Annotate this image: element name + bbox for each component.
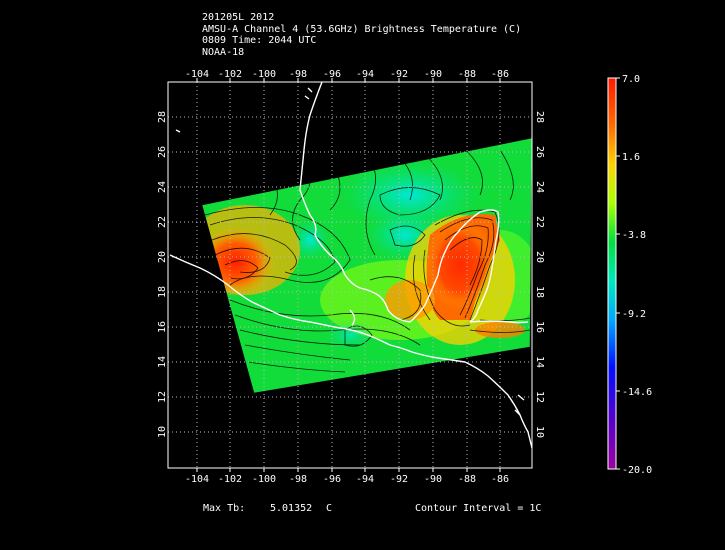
satellite-label: NOAA-18 — [202, 46, 245, 58]
lat-tick: 10 — [534, 426, 545, 438]
colorbar-label: -3.8 — [622, 230, 646, 241]
lon-tick: -100 — [252, 474, 276, 485]
lat-tick: 20 — [534, 251, 545, 263]
colorbar-label: -14.6 — [622, 387, 652, 398]
lat-tick: 16 — [534, 321, 545, 333]
lon-tick: -98 — [289, 69, 307, 80]
title-block: 201205L 2012 AMSU-A Channel 4 (53.6GHz) B… — [202, 12, 521, 58]
lat-tick: 28 — [157, 111, 168, 123]
colorbar-label: -9.2 — [622, 309, 646, 320]
lat-tick: 24 — [534, 181, 545, 193]
lat-tick: 14 — [534, 356, 545, 368]
lon-labels-bottom: -104 -102 -100 -98 -96 -94 -92 -90 -88 -… — [185, 474, 509, 485]
colorbar-label: 7.0 — [622, 74, 640, 85]
lat-tick: 22 — [157, 216, 168, 228]
lon-tick: -94 — [356, 474, 374, 485]
contour-interval: Contour Interval = 1C — [415, 503, 542, 514]
lon-tick: -90 — [424, 474, 442, 485]
brightness-swath — [202, 138, 532, 393]
lon-tick: -92 — [390, 69, 408, 80]
lat-tick: 20 — [157, 251, 168, 263]
lat-tick: 10 — [157, 426, 168, 438]
colorbar-label: 1.6 — [622, 152, 640, 163]
lon-tick: -94 — [356, 69, 374, 80]
lon-tick: -104 — [185, 474, 209, 485]
product-title: AMSU-A Channel 4 (53.6GHz) Brightness Te… — [202, 23, 522, 35]
lon-tick: -98 — [289, 474, 307, 485]
max-tb-value: 5.01352 — [270, 503, 313, 514]
max-tb-unit: C — [326, 503, 333, 514]
lat-labels-right: 10 12 14 16 18 20 22 24 26 28 — [534, 111, 545, 438]
lat-tick: 24 — [157, 181, 168, 193]
lon-tick: -92 — [390, 474, 408, 485]
graticule — [168, 82, 532, 468]
coastline — [169, 81, 533, 449]
lat-tick: 12 — [157, 391, 168, 403]
max-tb-label: Max Tb: — [203, 503, 246, 514]
lat-tick: 18 — [534, 286, 545, 298]
map-frame — [167, 81, 533, 469]
lat-tick: 14 — [157, 356, 168, 368]
lon-tick: -90 — [424, 69, 442, 80]
colorbar-gradient — [607, 77, 617, 470]
lat-labels-left: 10 12 14 16 18 20 22 24 26 28 — [157, 111, 168, 438]
time-label: 0809 Time: 2044 UTC — [202, 35, 317, 46]
lon-tick: -88 — [458, 69, 476, 80]
colorbar-label: -20.0 — [622, 465, 652, 476]
lon-tick: -86 — [491, 474, 509, 485]
lon-tick: -102 — [218, 474, 242, 485]
colorbar: 7.0 1.6 -3.8 -9.2 -14.6 -20.0 — [607, 74, 652, 476]
lon-tick: -96 — [323, 474, 341, 485]
lon-tick: -102 — [218, 69, 242, 80]
lat-tick: 28 — [534, 111, 545, 123]
lat-tick: 12 — [534, 391, 545, 403]
lat-tick: 16 — [157, 321, 168, 333]
lat-tick: 22 — [534, 216, 545, 228]
lat-tick: 18 — [157, 286, 168, 298]
lon-tick: -88 — [458, 474, 476, 485]
lon-tick: -86 — [491, 69, 509, 80]
lat-tick: 26 — [534, 146, 545, 158]
lon-tick: -96 — [323, 69, 341, 80]
lon-tick: -100 — [252, 69, 276, 80]
storm-id: 201205L 2012 — [202, 12, 275, 23]
lon-labels-top: -104 -102 -100 -98 -96 -94 -92 -90 -88 -… — [185, 69, 509, 80]
lat-tick: 26 — [157, 146, 168, 158]
lon-tick: -104 — [185, 69, 209, 80]
